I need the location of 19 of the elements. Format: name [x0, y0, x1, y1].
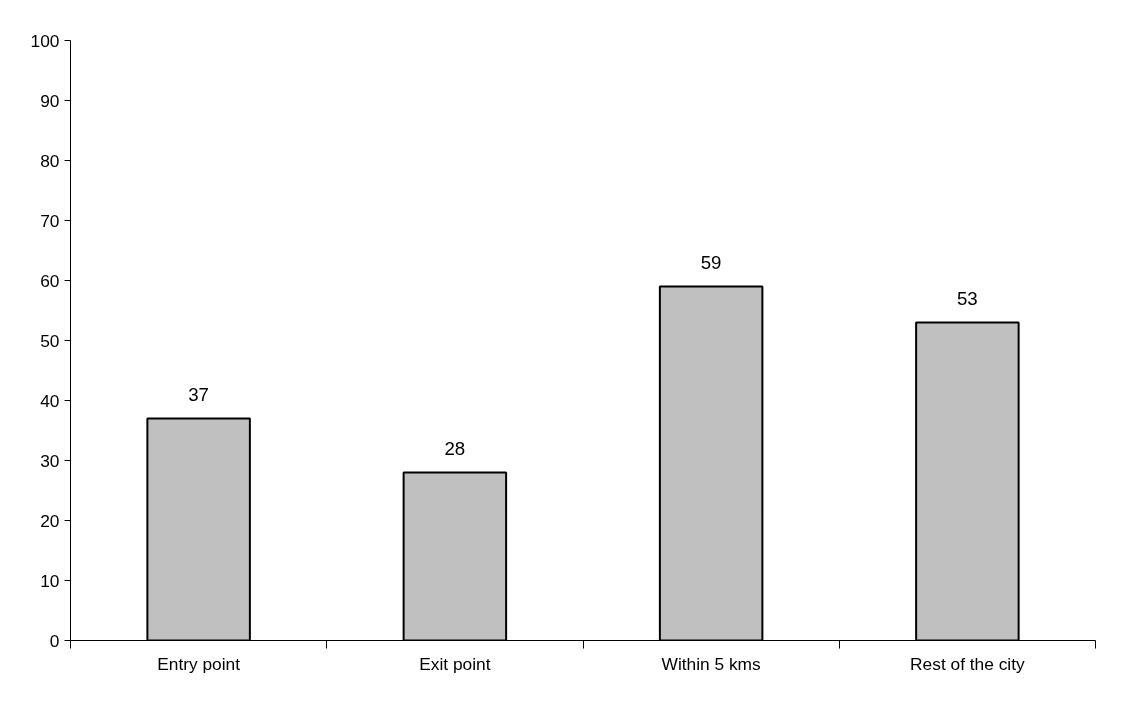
data-label: 28	[444, 437, 466, 459]
y-tick-label: 40	[40, 390, 60, 411]
y-tick-label: 60	[40, 270, 60, 291]
x-tick-label: Entry point	[157, 653, 241, 674]
data-label: 59	[700, 251, 722, 273]
y-tick-label: 30	[40, 450, 60, 471]
y-tick-label: 10	[40, 570, 60, 591]
x-tick-label: Within 5 kms	[661, 653, 762, 674]
x-tick-label: Exit point	[419, 653, 491, 674]
y-tick-label: 0	[49, 630, 60, 651]
y-tick-label: 20	[40, 510, 60, 531]
y-tick-label: 70	[40, 210, 60, 231]
x-tick-label: Rest of the city	[910, 653, 1026, 674]
data-label: 37	[188, 383, 210, 405]
data-label: 53	[957, 287, 978, 309]
y-tick-label: 90	[40, 90, 60, 111]
y-tick-label: 100	[30, 30, 60, 51]
y-tick-label: 80	[40, 150, 60, 171]
y-tick-label: 50	[40, 330, 60, 351]
